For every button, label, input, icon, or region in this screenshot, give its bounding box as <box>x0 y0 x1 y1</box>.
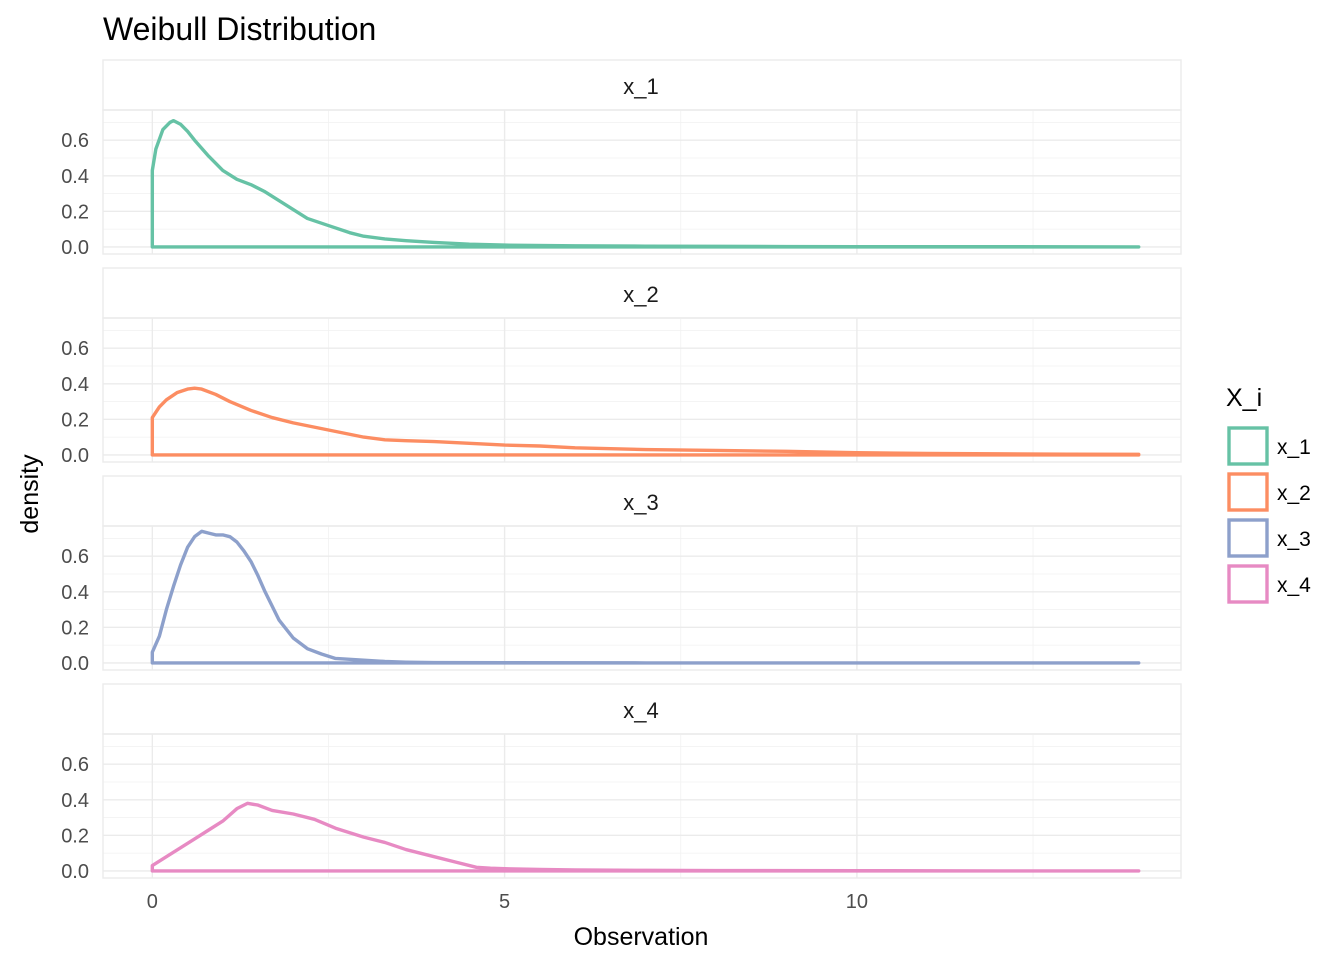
y-tick-label: 0.4 <box>61 166 89 188</box>
legend-title: X_i <box>1226 384 1262 412</box>
facet-panel-x_1: x_1 0.0 0.2 0.4 0.6 <box>61 59 1182 259</box>
facet-strip <box>102 267 1182 319</box>
legend-label: x_1 <box>1277 436 1311 459</box>
legend-key <box>1227 472 1269 512</box>
chart-title: Weibull Distribution <box>103 11 376 47</box>
facet-panel-x_2: x_2 0.0 0.2 0.4 0.6 <box>61 267 1182 467</box>
legend-label: x_2 <box>1277 482 1311 505</box>
x-axis-title: Observation <box>574 923 709 951</box>
panel-border <box>102 317 1182 463</box>
y-tick-label: 0.2 <box>61 201 89 223</box>
facet-panels: x_1 0.0 0.2 0.4 0.6 x_2 0.0 0.2 0.4 0.6 x_3 0.0 0.2 0… <box>61 59 1182 883</box>
y-tick-label: 0.0 <box>61 237 89 259</box>
legend-key <box>1227 518 1269 558</box>
x-tick-label: 10 <box>846 891 868 913</box>
facet-strip-label: x_4 <box>623 698 658 723</box>
legend-key <box>1227 426 1269 466</box>
facet-strip <box>102 59 1182 111</box>
legend-label: x_3 <box>1277 528 1311 551</box>
y-tick-label: 0.0 <box>61 653 89 675</box>
y-tick-label: 0.4 <box>61 582 89 604</box>
facet-strip-label: x_2 <box>623 282 658 307</box>
facet-panel-x_3: x_3 0.0 0.2 0.4 0.6 <box>61 475 1182 675</box>
y-tick-label: 0.2 <box>61 409 89 431</box>
x-tick-label: 5 <box>499 891 510 913</box>
facet-strip-label: x_3 <box>623 490 658 515</box>
y-tick-label: 0.2 <box>61 825 89 847</box>
legend-label: x_4 <box>1277 574 1311 597</box>
y-tick-label: 0.6 <box>61 338 89 360</box>
legend-key <box>1227 564 1269 604</box>
legend-item-x_2: x_2 <box>1227 472 1311 512</box>
y-tick-label: 0.6 <box>61 754 89 776</box>
y-tick-label: 0.0 <box>61 445 89 467</box>
panel-border <box>102 733 1182 879</box>
x-tick-label: 0 <box>147 891 158 913</box>
legend-item-x_1: x_1 <box>1227 426 1311 466</box>
y-tick-label: 0.4 <box>61 374 89 396</box>
legend: X_i x_1 x_2 x_3 x_4 <box>1226 384 1311 604</box>
facet-strip-label: x_1 <box>623 74 658 99</box>
y-tick-label: 0.0 <box>61 861 89 883</box>
legend-item-x_4: x_4 <box>1227 564 1311 604</box>
facet-panel-x_4: x_4 0.0 0.2 0.4 0.6 <box>61 683 1182 883</box>
panel-border <box>102 525 1182 671</box>
density-line-x_2 <box>150 386 1141 457</box>
facet-strip <box>102 475 1182 527</box>
y-axis-title: density <box>16 454 44 534</box>
density-line-x_1 <box>150 118 1141 249</box>
y-tick-label: 0.6 <box>61 130 89 152</box>
density-line-x_4 <box>150 801 1141 873</box>
x-axis: 0 5 10 <box>147 891 868 913</box>
density-line-x_3 <box>150 529 1141 665</box>
y-tick-label: 0.6 <box>61 546 89 568</box>
panel-border <box>102 109 1182 255</box>
y-tick-label: 0.2 <box>61 617 89 639</box>
y-tick-label: 0.4 <box>61 790 89 812</box>
legend-item-x_3: x_3 <box>1227 518 1311 558</box>
